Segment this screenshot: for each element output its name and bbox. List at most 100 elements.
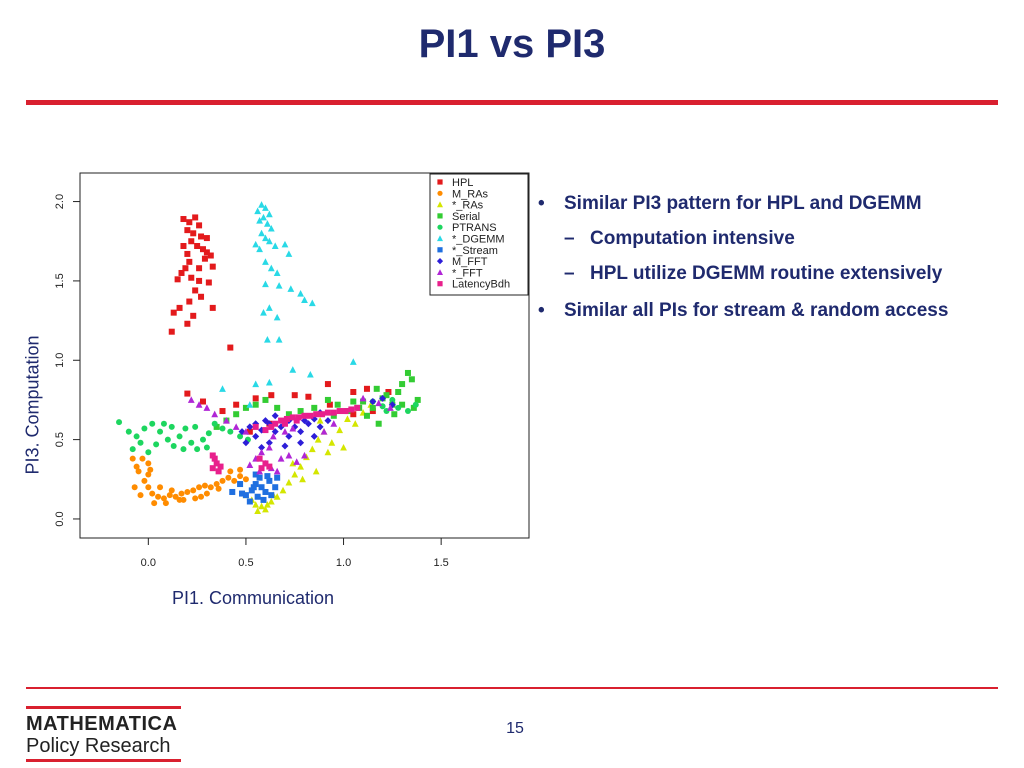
point-hpl [205, 279, 212, 286]
point-stream [252, 471, 259, 478]
point-hpl [186, 258, 193, 265]
point-latencybdh [258, 465, 265, 472]
point-m-ras [178, 490, 185, 497]
point-stream [242, 492, 249, 499]
point-serial [395, 389, 402, 395]
point-ptrans [145, 449, 152, 456]
point-serial [297, 408, 304, 415]
point-hpl [198, 233, 205, 240]
point-m-fft [324, 417, 332, 425]
point-stream [246, 498, 253, 505]
point-latencybdh [330, 409, 337, 416]
x-tick-label: 0.0 [141, 557, 156, 569]
point-ptrans [389, 396, 396, 403]
point-hpl [180, 216, 187, 223]
point-hpl [196, 277, 203, 284]
point-latencybdh [262, 460, 269, 467]
point-hpl [209, 304, 216, 311]
x-tick-label: 1.5 [434, 557, 449, 569]
point-fft [289, 424, 297, 432]
point-hpl [194, 243, 201, 249]
point-hpl [324, 381, 331, 388]
y-tick-label: 1.5 [54, 273, 66, 288]
point-hpl [385, 389, 392, 395]
point-dgemm [287, 285, 295, 292]
point-hpl [196, 222, 203, 229]
point-ptrans [205, 430, 212, 437]
point-ras [351, 420, 359, 427]
point-fft [232, 423, 240, 430]
point-serial [311, 404, 318, 411]
logo-line-1: MATHEMATICA [26, 713, 178, 735]
point-dgemm [262, 234, 269, 242]
point-m-fft [271, 412, 279, 420]
point-ras [297, 462, 304, 470]
point-ras [299, 475, 306, 483]
point-latencybdh [313, 411, 320, 418]
point-m-fft [297, 428, 305, 436]
point-fft [359, 394, 367, 402]
point-ptrans [168, 423, 175, 430]
legend-label: HPL [452, 177, 473, 189]
point-hpl [192, 214, 199, 221]
point-m-fft [258, 444, 266, 452]
point-ptrans [170, 442, 177, 449]
legend: HPLM_RAs*_RAsSerialPTRANS*_DGEMM*_Stream… [429, 173, 529, 296]
bullet-text: Similar PI3 pattern for HPL and DGEMM [564, 193, 922, 214]
point-latencybdh [289, 414, 296, 421]
point-hpl [186, 298, 193, 305]
point-ras [262, 505, 269, 513]
point-dgemm [275, 282, 283, 289]
point-serial [414, 396, 421, 403]
point-dgemm [267, 224, 275, 232]
point-m-ras [166, 492, 173, 499]
point-serial [408, 376, 415, 383]
point-hpl [190, 312, 197, 319]
point-ptrans [141, 425, 148, 432]
point-fft [246, 461, 254, 468]
point-m-ras [180, 496, 187, 503]
point-fft [375, 399, 383, 407]
point-ras [328, 439, 336, 446]
point-hpl [305, 393, 312, 400]
sub-bullet-list: – Computation intensive – HPL utilize DG… [564, 225, 968, 287]
point-hpl [227, 344, 234, 351]
point-fft [211, 410, 219, 418]
point-m-ras [162, 500, 169, 507]
point-hpl [182, 265, 189, 272]
point-m-ras [157, 484, 164, 491]
point-m-ras [184, 488, 191, 495]
point-ptrans [211, 420, 218, 427]
point-fft [265, 443, 273, 451]
point-stream [262, 488, 269, 495]
point-m-ras [227, 468, 234, 475]
footer-rule [26, 687, 998, 689]
logo-line-2: Policy Research [26, 735, 181, 762]
point-m-fft [304, 420, 312, 428]
point-dgemm [258, 201, 265, 208]
point-latencybdh [252, 423, 259, 430]
point-dgemm [260, 309, 267, 316]
point-ras [324, 448, 332, 456]
point-ptrans [149, 420, 156, 427]
point-hpl [188, 238, 195, 245]
point-m-ras [219, 477, 226, 484]
point-hpl [291, 392, 298, 399]
point-m-ras [137, 492, 144, 499]
scatter-chart: 0.0 0.5 1.0 1.5 0.0 0.5 1.0 1.5 2.0 HPLM_RAs*_RAs… [54, 172, 530, 569]
point-serial [334, 401, 341, 408]
point-latencybdh [293, 417, 300, 424]
point-stream [268, 492, 275, 499]
point-dgemm [219, 385, 226, 392]
point-m-ras [215, 485, 222, 492]
point-serial [350, 398, 357, 405]
legend-label: *_DGEMM [452, 234, 505, 246]
point-ras [308, 445, 316, 453]
point-stream [274, 474, 281, 481]
point-m-fft [281, 442, 289, 450]
point-m-ras [237, 473, 244, 480]
point-hpl [186, 219, 193, 226]
point-stream [254, 493, 261, 500]
point-fft [195, 401, 203, 408]
point-m-fft [261, 417, 269, 425]
